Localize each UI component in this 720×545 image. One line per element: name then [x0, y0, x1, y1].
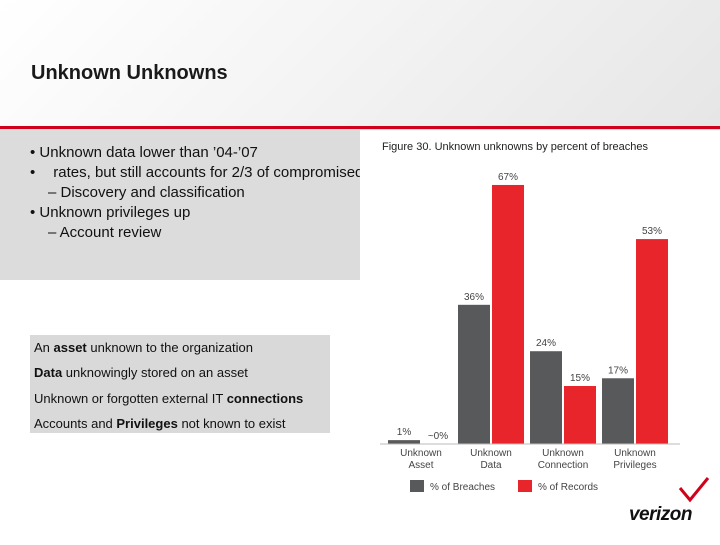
legend-label-records: % of Records [538, 482, 598, 493]
legend-swatch-records [518, 480, 532, 492]
definition-connections: Unknown or forgotten external IT connect… [34, 391, 303, 406]
chart-title: Figure 30. Unknown unknowns by percent o… [382, 141, 648, 153]
bar-breaches-2 [458, 304, 490, 444]
definitions-box: An asset unknown to the organization Dat… [30, 335, 330, 433]
definition-data: Data unknowingly stored on an asset [34, 365, 248, 380]
data-label-records-3: 15% [570, 373, 590, 384]
category-label-2-2: Data [480, 460, 502, 471]
bullet-3: – Discovery and classification [48, 184, 245, 201]
definition-asset: An asset unknown to the organization [34, 340, 253, 355]
data-label-records-1: ~0% [428, 431, 448, 442]
data-label-records-4: 53% [642, 226, 662, 237]
definition-asset-post: unknown to the organization [86, 340, 253, 355]
slide-title: Unknown Unknowns [31, 62, 228, 84]
definition-privileges-post: not known to exist [177, 416, 286, 431]
bar-breaches-1 [388, 440, 420, 444]
definition-privileges-pre: Accounts and [34, 416, 117, 431]
verizon-logo: verizon [628, 504, 693, 525]
data-label-records-2: 67% [498, 172, 518, 183]
bar-breaches-4 [602, 378, 634, 444]
bullet-5: – Account review [48, 224, 162, 241]
verizon-check-icon [678, 477, 710, 503]
definition-asset-bold: asset [53, 340, 87, 355]
legend-label-breaches: % of Breaches [430, 482, 495, 493]
data-label-breaches-1: 1% [397, 427, 412, 438]
bar-chart: Figure 30. Unknown unknowns by percent o… [380, 141, 680, 493]
data-label-breaches-2: 36% [464, 292, 484, 303]
definition-asset-pre: An [34, 340, 54, 355]
category-label-4-2: Privileges [613, 460, 656, 471]
definition-privileges: Accounts and Privileges not known to exi… [34, 416, 286, 431]
bar-records-4 [636, 239, 668, 444]
bullet-1: • Unknown data lower than ’04-’07 [30, 144, 258, 161]
figure-panel: Figure 30. Unknown unknowns by percent o… [360, 130, 720, 540]
category-label-3-2: Connection [538, 460, 589, 471]
bar-records-2 [492, 184, 524, 444]
category-label-2-1: Unknown [470, 448, 512, 459]
definition-connections-pre: Unknown or forgotten external IT [34, 391, 227, 406]
bullet-2-text: rates, but still accounts for 2/3 of com… [53, 164, 418, 181]
definition-data-post: unknowingly stored on an asset [62, 365, 248, 380]
bullet-2-marker: • [30, 164, 36, 181]
category-label-3-1: Unknown [542, 448, 584, 459]
bullet-4: • Unknown privileges up [30, 204, 191, 221]
bullet-2: • rates, but still accounts for 2/3 of co… [30, 163, 470, 183]
header-rule [0, 126, 720, 129]
definition-privileges-bold: Privileges [116, 416, 178, 431]
bar-breaches-3 [530, 351, 562, 444]
data-label-breaches-4: 17% [608, 365, 628, 376]
category-label-1-1: Unknown [400, 448, 442, 459]
definition-connections-bold: connections [226, 391, 304, 406]
category-label-1-2: Asset [408, 460, 433, 471]
definition-data-bold: Data [34, 365, 63, 380]
bar-records-3 [564, 386, 596, 444]
header-band [0, 0, 720, 128]
legend-swatch-breaches [410, 480, 424, 492]
bullet-list: • Unknown data lower than ’04-’07 • rates… [30, 143, 470, 243]
category-label-4-1: Unknown [614, 448, 656, 459]
data-label-breaches-3: 24% [536, 338, 556, 349]
